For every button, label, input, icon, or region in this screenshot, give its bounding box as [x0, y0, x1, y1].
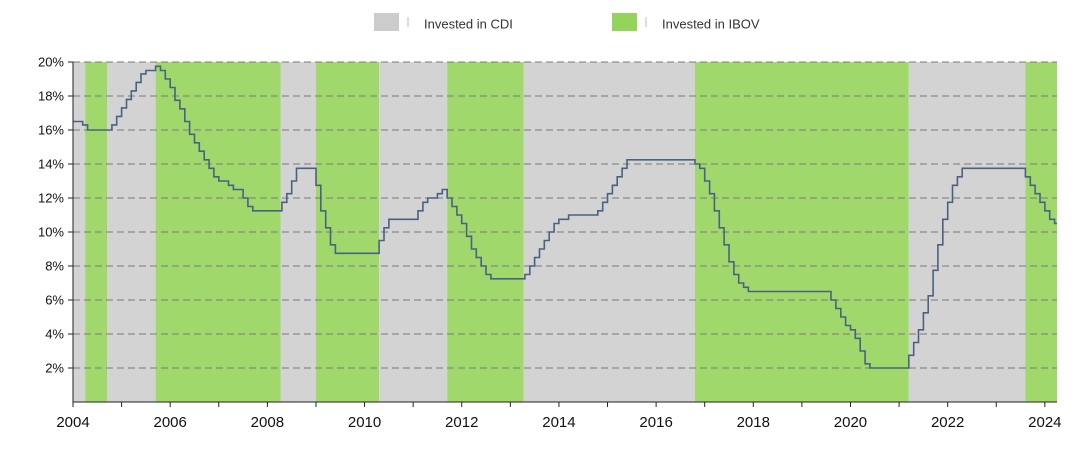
x-tick-label: 2012: [445, 414, 478, 431]
x-tick-label: 2020: [834, 414, 867, 431]
y-tick-label: 4%: [45, 327, 64, 342]
legend-swatch-invested-in-ibov: [612, 13, 637, 31]
series-layer: [73, 65, 1057, 369]
y-tick-label: 8%: [45, 259, 64, 274]
x-tick-label: 2006: [153, 414, 186, 431]
x-tick-label: 2022: [931, 414, 964, 431]
rate-line: [73, 65, 1057, 369]
y-tick-label: 6%: [45, 293, 64, 308]
legend-label-invested-in-cdi: Invested in CDI: [424, 17, 513, 32]
regime-band-invested-in-ibov: [315, 62, 380, 402]
x-tick-label: 2018: [737, 414, 770, 431]
y-tick-label: 16%: [38, 123, 64, 138]
y-tick-label: 2%: [45, 361, 64, 376]
regime-bands: [73, 62, 1057, 402]
x-tick-label: 2004: [56, 414, 89, 431]
y-tick-label: 18%: [38, 89, 64, 104]
y-tick-label: 20%: [38, 55, 64, 70]
x-tick-label: 2024: [1028, 414, 1061, 431]
x-tick-label: 2008: [251, 414, 284, 431]
x-tick-label: 2010: [348, 414, 381, 431]
x-tick-label: 2014: [542, 414, 575, 431]
x-tick-label: 2016: [639, 414, 672, 431]
y-tick-label: 12%: [38, 191, 64, 206]
y-tick-label: 14%: [38, 157, 64, 172]
regime-band-invested-in-cdi: [379, 62, 448, 402]
y-tick-label: 10%: [38, 225, 64, 240]
legend-label-invested-in-ibov: Invested in IBOV: [662, 17, 760, 32]
axes: 2% 4% 6% 8% 10% 12% 14% 16% 18% 20% 2004 2006 2008 20…: [38, 55, 1062, 432]
legend-swatch-invested-in-cdi: [374, 13, 399, 31]
legend: Invested in CDI Invested in IBOV: [374, 13, 760, 32]
